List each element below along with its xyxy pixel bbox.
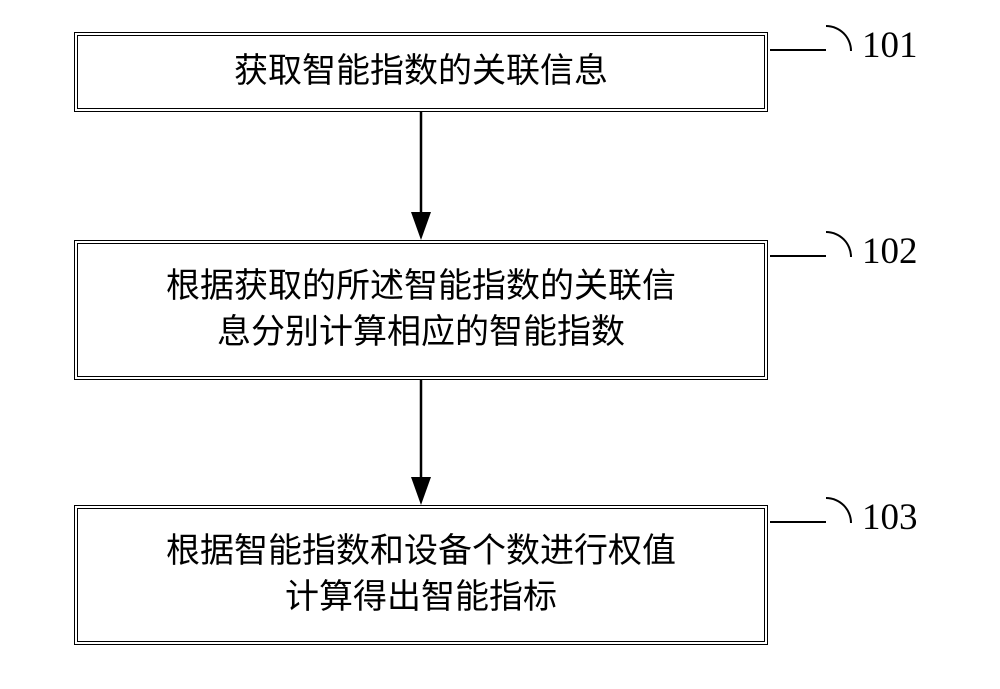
flow-node-3-line2: 计算得出智能指标 [285, 579, 557, 616]
callout-line-3 [770, 521, 826, 523]
callout-curve-2 [826, 231, 852, 257]
callout-curve-3 [826, 497, 852, 523]
step-label-101-text: 101 [862, 25, 918, 66]
flow-arrow-2 [411, 380, 431, 505]
flow-node-2: 根据获取的所述智能指数的关联信 息分别计算相应的智能指数 [74, 240, 768, 380]
step-label-103: 103 [862, 496, 918, 539]
flow-node-3-text: 根据智能指数和设备个数进行权值 计算得出智能指标 [166, 529, 676, 621]
flow-node-3-line1: 根据智能指数和设备个数进行权值 [166, 533, 676, 570]
flow-arrow-1 [411, 112, 431, 240]
flow-node-3: 根据智能指数和设备个数进行权值 计算得出智能指标 [74, 505, 768, 645]
callout-line-2 [770, 255, 826, 257]
step-label-102-text: 102 [862, 231, 918, 272]
step-label-101: 101 [862, 24, 918, 67]
flow-node-2-text: 根据获取的所述智能指数的关联信 息分别计算相应的智能指数 [166, 264, 676, 356]
flow-node-2-line2: 息分别计算相应的智能指数 [217, 314, 625, 351]
flow-node-1: 获取智能指数的关联信息 [74, 32, 768, 112]
flow-node-1-text: 获取智能指数的关联信息 [234, 49, 608, 95]
callout-curve-1 [826, 25, 852, 51]
flow-node-2-line1: 根据获取的所述智能指数的关联信 [166, 268, 676, 305]
callout-line-1 [770, 49, 826, 51]
step-label-102: 102 [862, 230, 918, 273]
flowchart-canvas: 获取智能指数的关联信息 根据获取的所述智能指数的关联信 息分别计算相应的智能指数… [0, 0, 1000, 689]
step-label-103-text: 103 [862, 497, 918, 538]
